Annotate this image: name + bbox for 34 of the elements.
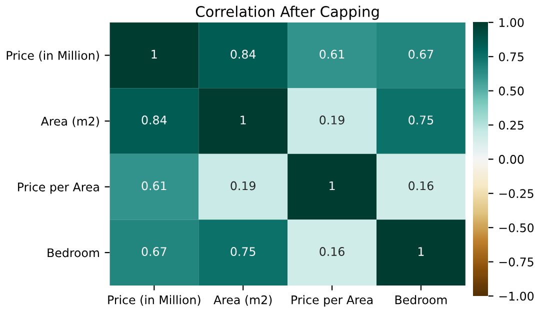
data-label: 0.19	[320, 116, 344, 124]
color-bar-label: −0.75	[499, 258, 534, 266]
data-label: 1	[152, 50, 157, 59]
data-label: 1	[418, 247, 424, 256]
data-label: 0.84	[230, 50, 256, 59]
y-tick-label: Bedroom	[48, 248, 99, 258]
color-bar-label: −0.25	[499, 189, 534, 198]
data-label: 0.75	[408, 116, 434, 124]
color-bar-label: 1.00	[499, 18, 524, 28]
data-label: 1	[330, 181, 335, 190]
color-bar-label: −1.00	[499, 292, 534, 301]
color-bar-label: 0.00	[498, 154, 524, 164]
color-bar-label: 0.25	[498, 120, 524, 130]
x-tick-label: Bedroom	[395, 295, 447, 304]
x-tick-label: Price (in Million)	[108, 295, 200, 306]
chart-title: Correlation After Capping	[196, 6, 379, 20]
y-tick-label: Price per Area	[18, 182, 99, 194]
x-tick-label: Area (m2)	[214, 295, 272, 306]
data-label: 0.75	[230, 247, 256, 256]
data-label: 0.67	[142, 247, 166, 256]
y-tick-label: Area (m2)	[40, 116, 99, 128]
color-bar-label: 0.75	[498, 52, 524, 62]
data-label: 0.67	[408, 50, 434, 59]
data-label: 0.61	[320, 50, 344, 59]
data-label: 0.84	[142, 116, 167, 124]
data-label: 1	[240, 116, 246, 124]
data-label: 0.16	[320, 247, 344, 256]
x-tick-label: Price per Area	[292, 295, 372, 307]
data-label: 0.61	[142, 181, 166, 190]
data-label: 0.19	[230, 181, 256, 190]
y-tick-label: Price (in Million)	[6, 50, 99, 62]
data-label: 0.16	[408, 181, 434, 190]
color-bar-label: −0.50	[499, 223, 534, 232]
color-bar-label: 0.50	[498, 86, 524, 96]
